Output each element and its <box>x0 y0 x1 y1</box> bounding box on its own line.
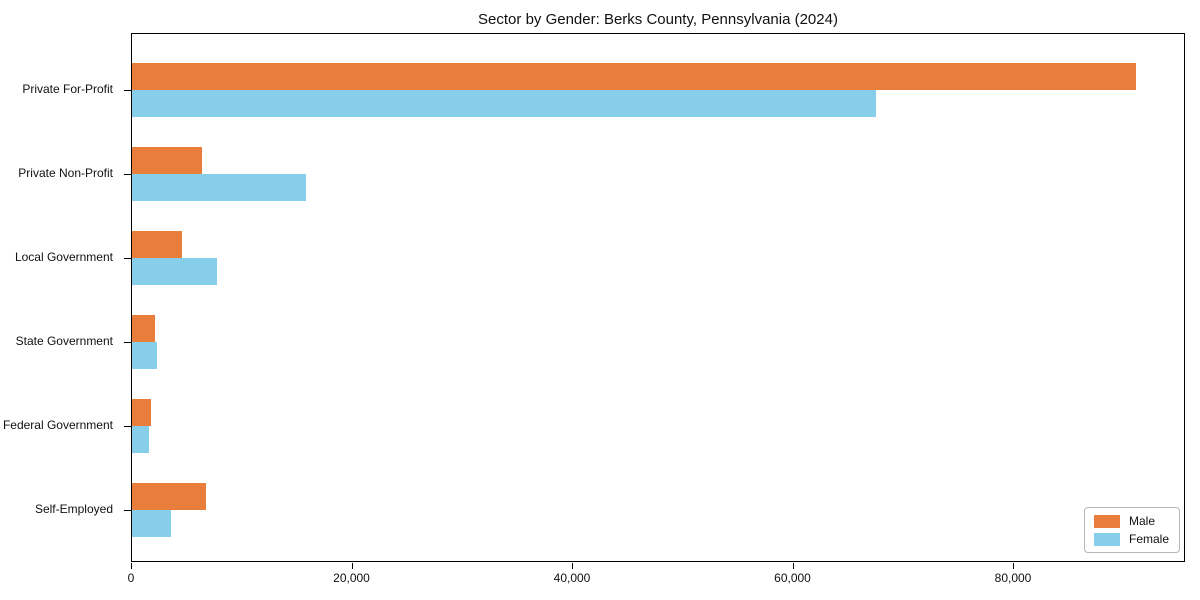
x-tick-label-40000: 40,000 <box>553 571 591 585</box>
x-tick <box>131 563 132 569</box>
male-color-swatch <box>1093 514 1120 528</box>
bar-female-federal-government <box>132 426 149 453</box>
x-tick <box>572 563 573 569</box>
y-tick-label-private-for-profit: Private For-Profit <box>22 82 113 96</box>
female-color-swatch <box>1093 532 1120 546</box>
y-tick-label-local-government: Local Government <box>14 250 113 264</box>
x-tick <box>351 563 353 569</box>
y-tick <box>124 426 131 427</box>
y-tick <box>124 342 131 343</box>
bar-male-local-government <box>132 231 182 258</box>
y-tick-label-state-government: State Government <box>15 334 113 348</box>
legend-label-female: Female <box>1128 532 1169 546</box>
legend-item-male: Male <box>1093 514 1169 528</box>
x-axis: 0 20,000 40,000 60,000 80,000 <box>127 563 1185 593</box>
x-tick <box>792 563 794 569</box>
bar-male-private-for-profit <box>132 63 1136 90</box>
legend-label-male: Male <box>1128 514 1155 528</box>
legend-item-female: Female <box>1093 532 1169 546</box>
y-tick-label-federal-government: Federal Government <box>2 418 113 432</box>
x-tick-label-60000: 60,000 <box>774 571 811 585</box>
plot-area: Male Female <box>124 33 1185 562</box>
bar-male-state-government <box>132 315 156 342</box>
bar-female-self-employed <box>132 510 171 537</box>
bar-male-federal-government <box>132 399 151 426</box>
chart-title: Sector by Gender: Berks County, Pennsylv… <box>478 11 838 28</box>
y-axis-labels: Private For-Profit Private Non-Profit Loca… <box>0 33 122 562</box>
bar-male-private-non-profit <box>132 147 203 174</box>
y-tick <box>124 510 131 511</box>
x-tick <box>1013 563 1014 569</box>
y-tick-label-self-employed: Self-Employed <box>34 502 113 516</box>
y-tick <box>124 258 131 259</box>
bar-female-private-for-profit <box>132 90 876 117</box>
y-tick <box>124 174 131 175</box>
x-tick-label-0: 0 <box>127 571 135 585</box>
y-tick-label-private-non-profit: Private Non-Profit <box>18 166 113 180</box>
bar-female-private-non-profit <box>132 174 306 201</box>
y-tick <box>124 90 131 91</box>
legend: Male Female <box>1083 507 1180 553</box>
bar-female-state-government <box>132 342 158 369</box>
bar-male-self-employed <box>132 483 206 510</box>
x-tick-label-20000: 20,000 <box>333 571 370 585</box>
x-tick-label-80000: 80,000 <box>994 571 1032 585</box>
bar-female-local-government <box>132 258 217 285</box>
